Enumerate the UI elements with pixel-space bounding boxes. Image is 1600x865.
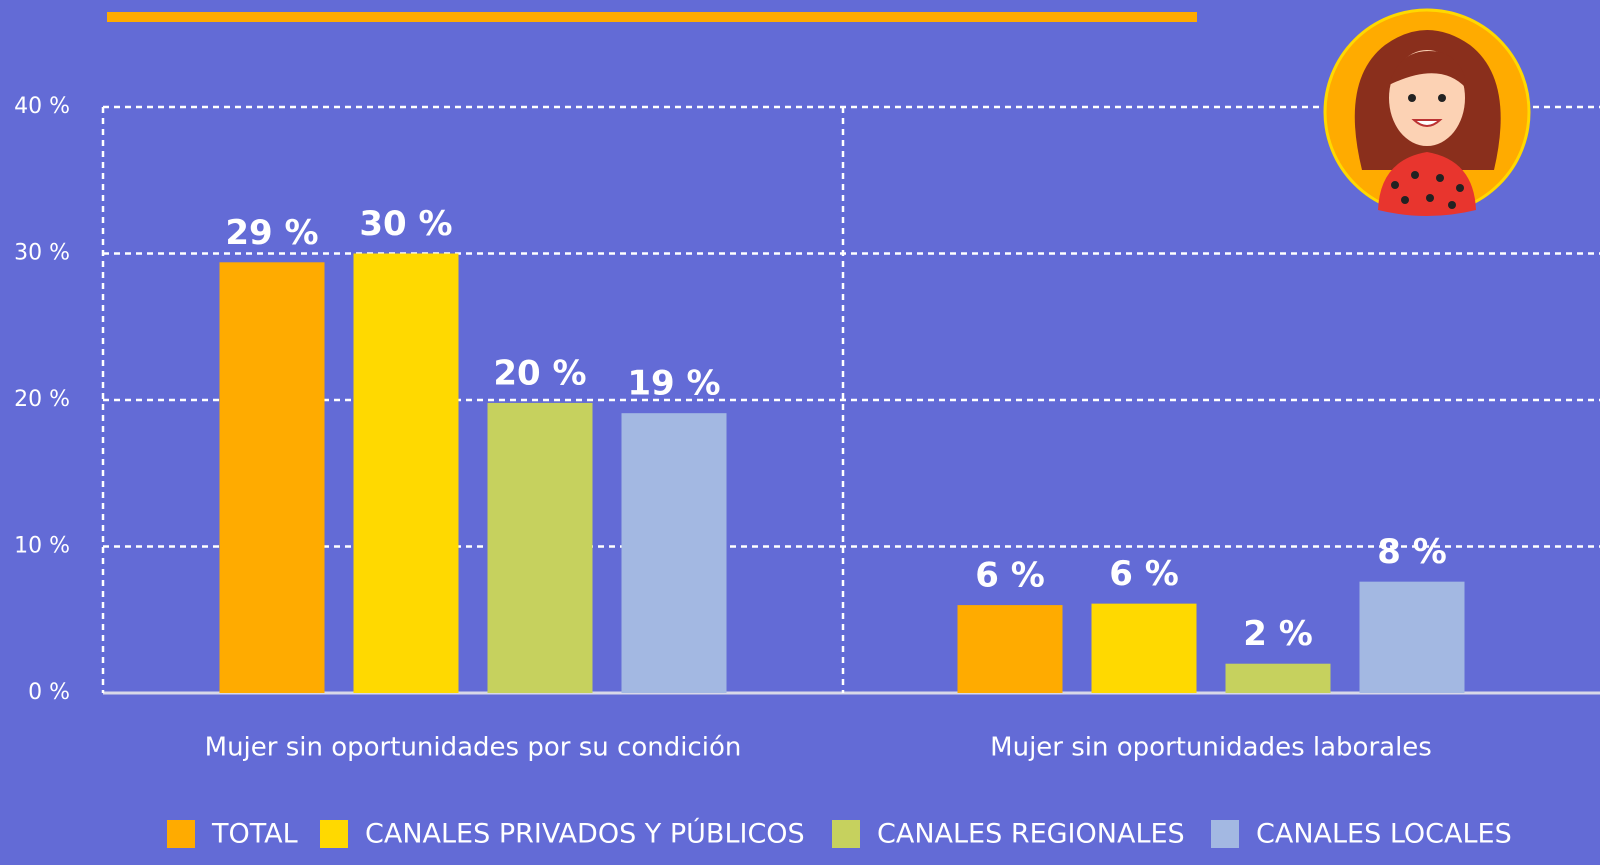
y-tick-label: 20 % [14,387,70,412]
legend-swatch [1211,820,1239,848]
y-tick-label: 10 % [14,534,70,559]
bar [1092,604,1197,693]
legend-swatch [320,820,348,848]
value-label: 2 % [1243,614,1313,654]
value-label: 30 % [359,204,452,244]
avatar-eye [1408,94,1416,102]
avatar-eye [1438,94,1446,102]
x-tick-label: Mujer sin oportunidades por su condición [205,733,742,763]
legend-label: CANALES PRIVADOS Y PÚBLICOS [365,818,805,850]
x-tick-label: Mujer sin oportunidades laborales [990,733,1432,763]
legend: TOTAL CANALES PRIVADOS Y PÚBLICOS CANALES … [167,818,1512,850]
value-label: 6 % [1109,554,1179,594]
bar [1360,582,1465,693]
y-tick-label: 0 % [28,680,70,705]
value-label: 8 % [1377,532,1447,572]
chart: 0 % 10 % 20 % 30 % 40 % Mujer sin oportunidad… [0,0,1600,865]
value-label: 19 % [627,364,720,404]
value-label: 6 % [975,556,1045,596]
bar [958,605,1063,693]
avatar [1325,10,1529,216]
legend-label: TOTAL [211,819,298,850]
plot-area: 0 % 10 % 20 % 30 % 40 % Mujer sin oportunidad… [14,94,1600,763]
header-rule [107,12,1197,22]
value-label: 20 % [493,353,586,393]
legend-label: CANALES REGIONALES [877,819,1185,850]
bar [622,413,727,693]
y-tick-label: 40 % [14,94,70,119]
bar [488,403,593,693]
value-label: 29 % [225,213,318,253]
legend-swatch [832,820,860,848]
bar [220,262,325,693]
bar [354,254,459,694]
legend-label: CANALES LOCALES [1256,819,1512,850]
bar [1226,664,1331,693]
legend-swatch [167,820,195,848]
y-tick-label: 30 % [14,241,70,266]
